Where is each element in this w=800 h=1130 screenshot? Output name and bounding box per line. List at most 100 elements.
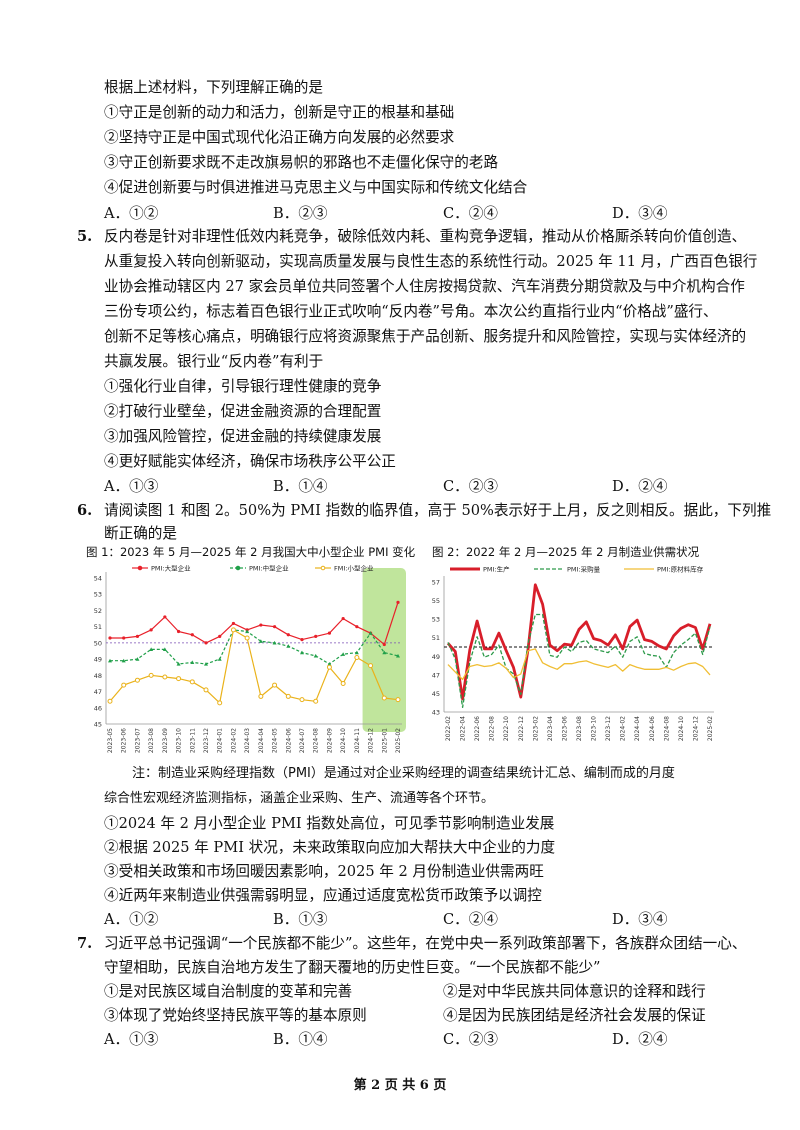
data-point [341, 616, 345, 621]
legend-label-1: PMI:中型企业 [249, 564, 289, 573]
y-tick-label: 47 [94, 688, 102, 696]
data-point [327, 661, 332, 666]
q5-line-5: 创新不足等核心痛点，明确银行应将资源聚焦于产品创新、服务提升和风险管控，实现与实… [104, 328, 747, 345]
data-point [396, 600, 400, 604]
data-point [368, 663, 374, 669]
data-point [381, 695, 387, 701]
data-point [300, 650, 304, 655]
x-tick-label: 2023-09 [162, 728, 169, 753]
data-point [149, 647, 154, 651]
data-point [204, 661, 208, 666]
x-tick-label: 2023-08 [148, 728, 155, 753]
data-point [286, 644, 291, 648]
legend-label-0: PMI:生产 [483, 565, 510, 574]
x-tick-label: 2024-07 [299, 728, 306, 753]
q4-option-b: B．②③ [273, 205, 328, 222]
data-point [176, 629, 181, 634]
x-tick-label: 2024-04 [258, 728, 265, 753]
x-tick-label: 2024-09 [326, 728, 333, 753]
chart2: 43 45 47 49 51 53 55 57 2022-02 2022-04 2022-06 202… [432, 565, 714, 741]
data-point [244, 635, 250, 641]
q4-option-c: C．②④ [443, 205, 498, 222]
legend-label-1: PMI:采购量 [567, 565, 601, 574]
data-point [162, 674, 168, 680]
data-point [190, 660, 195, 664]
legend-marker [235, 565, 241, 571]
q6-note-line-2: 综合性宏观经济监测指标，涵盖企业采购、生产、流通等各个环节。 [104, 791, 495, 806]
data-point [149, 628, 153, 632]
q4-option-a: A．①② [104, 205, 159, 222]
q7-option-b: B．①④ [273, 1031, 328, 1048]
data-point [368, 631, 373, 635]
data-point [258, 693, 264, 699]
q5-option-d: D．②④ [612, 478, 668, 495]
data-point [299, 697, 305, 703]
x-tick-label: 2023-06 [561, 716, 568, 741]
data-point [176, 676, 182, 682]
y-tick-label: 53 [94, 591, 102, 599]
data-point [135, 634, 140, 638]
q7-item-3: ③体现了党始终坚持民族平等的基本原则 [104, 1007, 367, 1024]
x-tick-label: 2024-06 [649, 716, 656, 741]
x-tick-label: 2024-12 [692, 716, 699, 741]
data-point [217, 700, 223, 706]
series-line-1 [110, 629, 399, 665]
x-tick-label: 2023-07 [134, 728, 141, 753]
q6-option-b: B．①③ [273, 911, 328, 928]
q6-item-1: ①2024 年 2 月小型企业 PMI 指数处高位，可见季节影响制造业发展 [104, 815, 555, 832]
x-tick-label: 2023-04 [547, 716, 554, 741]
q4-stem-end: 根据上述材料，下列理解正确的是 [104, 79, 323, 96]
y-tick-label: 51 [432, 634, 440, 642]
y-tick-label: 47 [432, 671, 440, 679]
data-point [340, 680, 346, 686]
x-tick-label: 2024-02 [230, 728, 237, 753]
data-point [300, 638, 304, 642]
q5-item-3: ③加强风险管控，促进金融的持续健康发展 [104, 428, 382, 445]
x-tick-label: 2024-10 [678, 716, 685, 741]
y-tick-label: 45 [432, 690, 440, 698]
x-tick-label: 2024-01 [217, 728, 224, 753]
y-tick-label: 49 [432, 653, 440, 661]
y-tick-label: 54 [94, 575, 102, 583]
y-tick-label: 55 [432, 597, 440, 605]
q5-item-2: ②打破行业壁垒，促进金融资源的合理配置 [104, 403, 382, 420]
data-point [122, 636, 126, 640]
y-tick-label: 49 [94, 656, 102, 664]
y-tick-label: 45 [94, 721, 102, 729]
x-tick-label: 2022-06 [474, 716, 481, 741]
data-point [382, 650, 387, 655]
x-tick-label: 2024-03 [244, 728, 251, 753]
data-point [259, 623, 263, 627]
series-line-0 [110, 602, 399, 646]
data-point [313, 653, 318, 658]
data-point [203, 687, 209, 693]
q4-item-1: ①守正是创新的动力和活力，创新是守正的根基和基础 [104, 104, 455, 121]
x-tick-label: 2025-02 [707, 716, 714, 741]
q4-item-4: ④促进创新要与时俱进推进马克思主义与中国实际和传统文化结合 [104, 179, 528, 196]
series-line-2 [447, 648, 711, 681]
q6-number: 6. [77, 502, 93, 519]
x-tick-label: 2024-05 [272, 728, 279, 753]
q6-item-3: ③受相关政策和市场回暖因素影响，2025 年 2 月份制造业供需两旺 [104, 863, 544, 880]
x-tick-label: 2024-12 [368, 728, 375, 753]
data-point [218, 634, 222, 638]
data-point [396, 653, 400, 658]
q5-line-4: 三份专项公约，标志着百色银行业正式吹响“反内卷”号角。本次公约直指行业内“价格战… [104, 303, 718, 320]
legend-marker [137, 565, 143, 571]
x-tick-label: 2024-06 [285, 728, 292, 753]
chart1-title: 图 1：2023 年 5 月—2025 年 2 月我国大中小型企业 PMI 变化 [86, 545, 416, 559]
data-point [217, 657, 222, 661]
q7-line-1: 习近平总书记强调“一个民族都不能少”。这些年，在党中央一系列政策部署下，各族群众… [104, 935, 747, 952]
q5-option-b: B．①④ [273, 478, 328, 495]
x-tick-label: 2025-01 [381, 728, 388, 753]
x-tick-label: 2022-02 [445, 716, 452, 741]
data-point [176, 661, 181, 666]
q5-line-1: 反内卷是针对非理性低效内耗竞争，破除低效内耗、重构竞争逻辑，推动从价格厮杀转向价… [104, 228, 747, 245]
q6-option-a: A．①② [104, 911, 159, 928]
q7-number: 7. [77, 935, 93, 952]
q6-item-4: ④近两年来制造业供强需弱明显，应通过适度宽松货币政策予以调控 [104, 887, 542, 904]
data-point [313, 698, 319, 704]
data-point [355, 625, 359, 629]
x-tick-label: 2024-04 [634, 716, 641, 741]
legend-label-2: FMI:小型企业 [334, 564, 374, 573]
